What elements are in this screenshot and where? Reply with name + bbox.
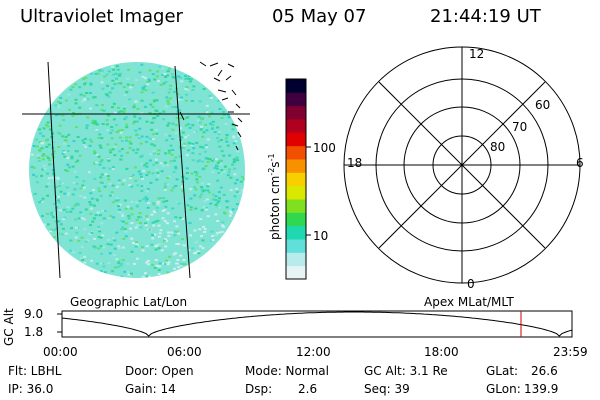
mlat-label-80: 80 xyxy=(490,140,506,154)
colorbar-segment xyxy=(286,145,306,160)
filter-info: Flt: LBHL xyxy=(8,364,62,378)
observation-time: 21:44:19 UT xyxy=(430,6,541,27)
colorbar-segment xyxy=(286,119,306,133)
colorbar-segment xyxy=(286,79,306,93)
meridian-line-left xyxy=(47,61,61,279)
mlt-diagonal-2 xyxy=(378,81,546,249)
mlt-label-6: 6 xyxy=(576,156,584,170)
mode-info: Mode: Normal xyxy=(245,364,329,378)
colorbar-segment xyxy=(286,212,306,227)
colorbar-unit-label: photon cm-2s-1 xyxy=(267,153,282,240)
colorbar-segment xyxy=(286,239,306,253)
orbit-y-axis-label: GC Alt xyxy=(2,308,16,346)
colorbar-segment xyxy=(286,172,306,187)
glat-label: GLat: xyxy=(486,364,519,378)
dsp-label: Dsp: xyxy=(245,382,273,396)
instrument-title: Ultraviolet Imager xyxy=(20,6,183,27)
ip-info: IP: 36.0 xyxy=(8,382,54,396)
gc-alt-info: GC Alt: 3.1 Re xyxy=(364,364,448,378)
polar-label: Apex MLat/MLT xyxy=(424,295,514,309)
orbit-x-tick-1800: 18:00 xyxy=(424,345,459,359)
glat-value: 26.6 xyxy=(531,364,558,378)
orbit-altitude-curve xyxy=(61,311,573,337)
orbit-x-tick-0600: 06:00 xyxy=(167,345,202,359)
colorbar xyxy=(286,79,306,280)
mlat-label-70: 70 xyxy=(512,120,528,134)
orbit-x-tick-1200: 12:00 xyxy=(296,345,331,359)
colorbar-segment xyxy=(286,159,306,173)
orbit-x-tick-2359: 23:59 xyxy=(553,345,588,359)
grid-tick xyxy=(179,111,185,121)
colorbar-segment xyxy=(286,265,306,280)
orbit-y-max: 9.0 xyxy=(24,307,44,321)
globe-label: Geographic Lat/Lon xyxy=(70,295,188,309)
colorbar-segment xyxy=(286,225,306,240)
colorbar-segment xyxy=(286,185,306,200)
mlt-label-12: 12 xyxy=(469,47,485,61)
mlat-label-60: 60 xyxy=(535,98,551,112)
meridian-line-right xyxy=(174,65,191,279)
colorbar-segment xyxy=(286,92,306,107)
colorbar-segment xyxy=(286,199,306,213)
gain-info: Gain: 14 xyxy=(125,382,176,396)
colorbar-label-100: 100 xyxy=(313,141,336,155)
colorbar-frame xyxy=(285,78,307,280)
colorbar-segment xyxy=(286,105,306,120)
dsp-value: 2.6 xyxy=(298,382,318,396)
mlt-label-0: 0 xyxy=(467,277,475,291)
orbit-x-tick-0000: 00:00 xyxy=(43,345,78,359)
earth-disk-image xyxy=(22,61,250,279)
glon-value: 139.9 xyxy=(524,382,559,396)
seq-info: Seq: 39 xyxy=(364,382,410,396)
coastline xyxy=(199,61,243,151)
orbit-y-min: 1.8 xyxy=(24,325,44,339)
polar-grid xyxy=(343,46,581,284)
colorbar-segment xyxy=(286,252,306,267)
observation-date: 05 May 07 xyxy=(272,6,367,27)
geographic-grid xyxy=(22,61,250,279)
colorbar-label-10: 10 xyxy=(313,229,329,243)
glon-label: GLon: xyxy=(486,382,521,396)
orbit-frame xyxy=(61,310,573,338)
colorbar-segment xyxy=(286,132,306,147)
mlt-label-18: 18 xyxy=(347,156,363,170)
door-info: Door: Open xyxy=(125,364,194,378)
disk-speckles xyxy=(30,63,245,278)
